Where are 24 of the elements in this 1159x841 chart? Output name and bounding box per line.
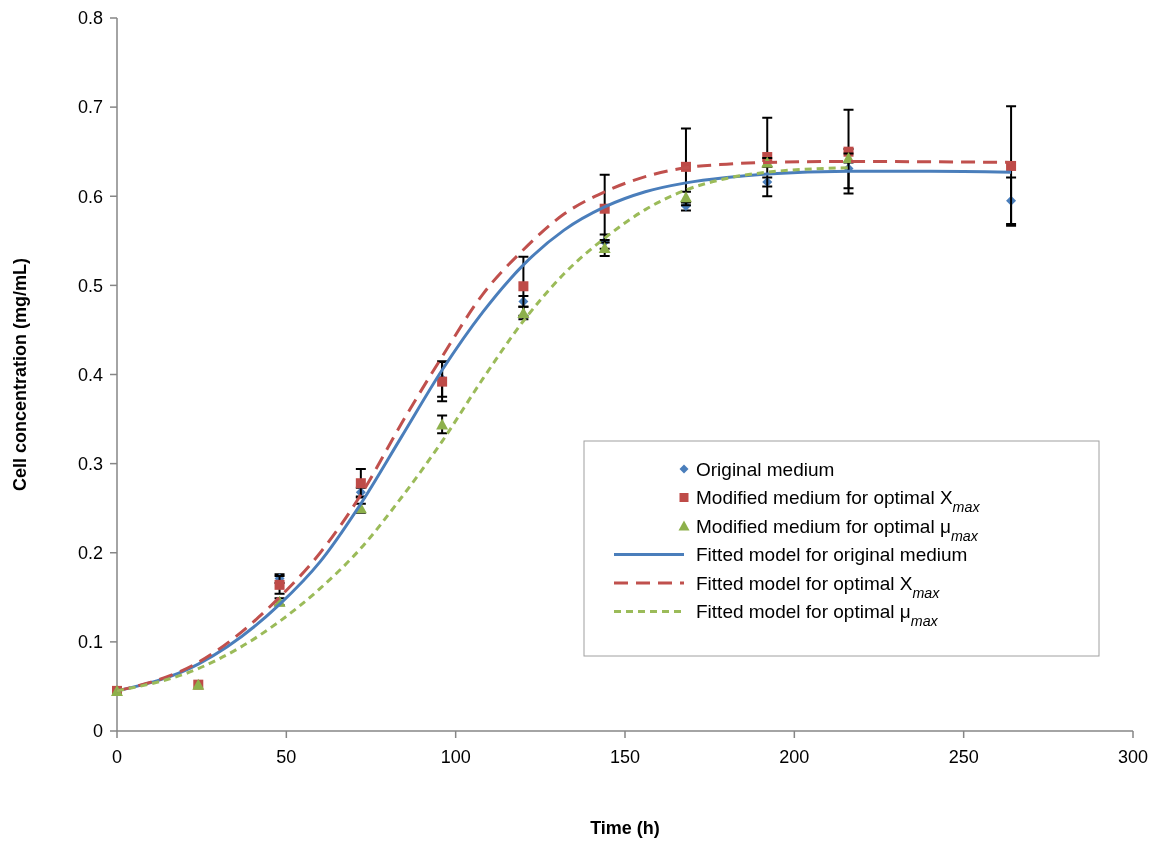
legend-label: Fitted model for optimal X$_{max}$: [696, 572, 941, 601]
x-tick-label: 150: [609, 747, 641, 767]
legend-label: Modified medium for optimal X$_{max}$: [696, 487, 981, 516]
y-tick-label: 0.2: [77, 543, 103, 564]
x-tick-label: 200: [779, 747, 810, 767]
legend-label: Fitted model for original medium: [696, 544, 968, 566]
y-tick-label: 0.3: [77, 453, 103, 474]
x-tick-label: 50: [276, 747, 297, 767]
y-tick-label: 0.7: [77, 97, 103, 118]
y-tick-label: 0.1: [77, 632, 103, 653]
x-tick-label: 100: [440, 747, 471, 767]
x-tick-label: 0: [111, 747, 123, 767]
x-axis-title: Time (h): [590, 818, 660, 838]
x-tick-label: 300: [1117, 747, 1149, 767]
y-tick-label: 0.4: [77, 364, 103, 385]
legend-label: Fitted model for optimal μ$_{max}$: [696, 601, 939, 630]
y-axis-title: Cell concentration (mg/mL): [10, 257, 30, 492]
y-tick-label: 0: [92, 721, 103, 742]
legend-label: Original medium: [696, 458, 835, 480]
y-tick-label: 0.6: [77, 186, 103, 207]
x-tick-label: 250: [948, 747, 979, 767]
legend-label: Modified medium for optimal μ$_{max}$: [696, 515, 979, 544]
y-tick-label: 0.8: [77, 8, 103, 29]
y-tick-label: 0.5: [77, 275, 103, 296]
